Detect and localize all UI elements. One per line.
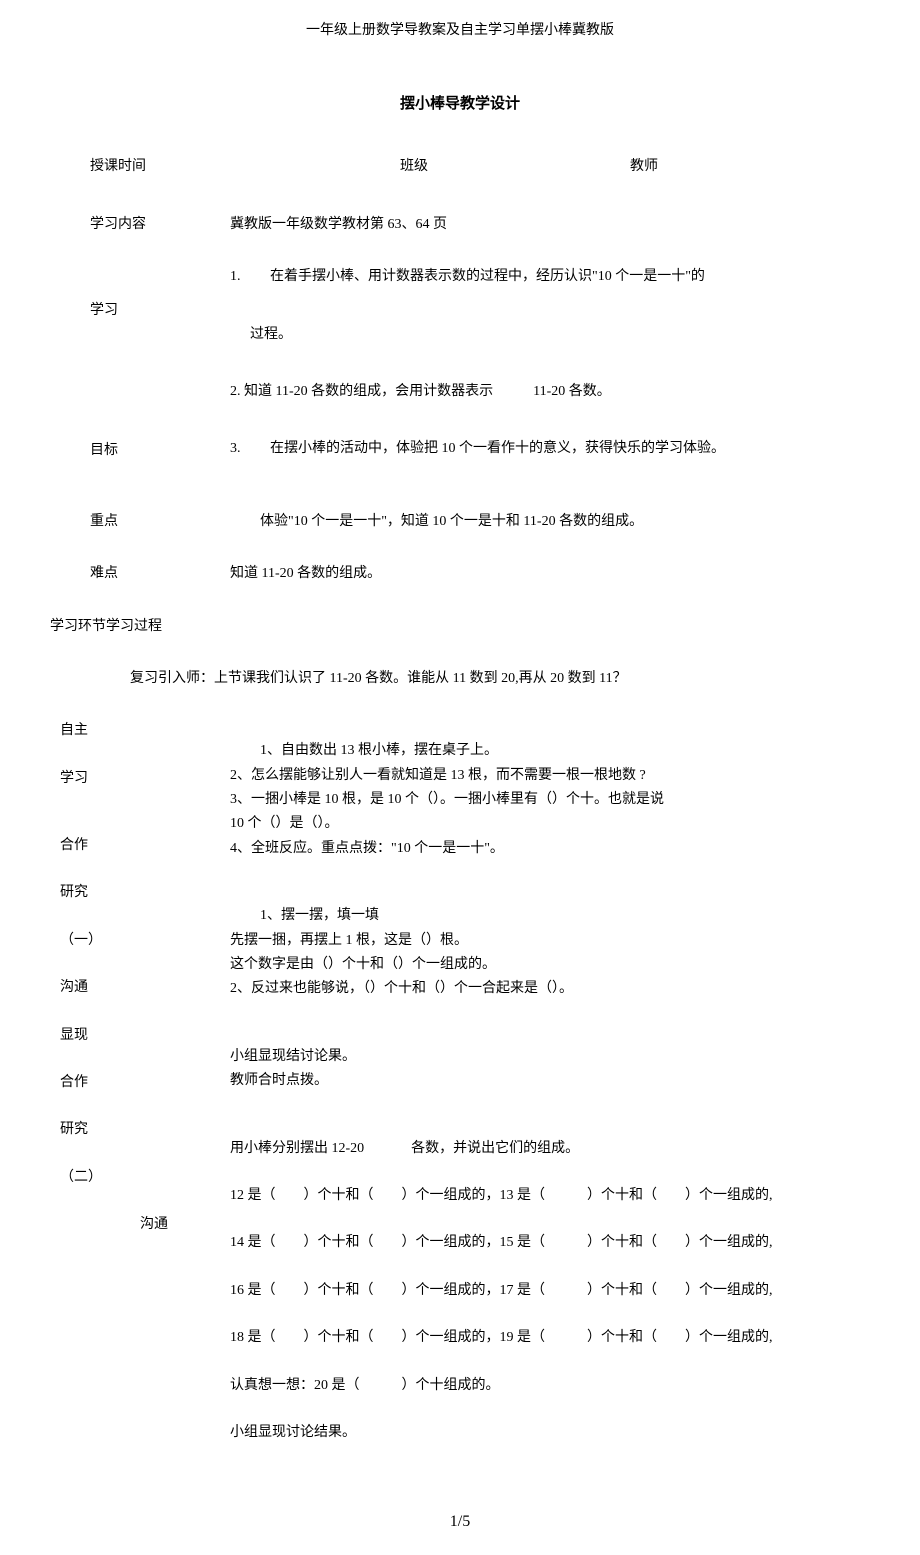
fill-14-15: 14 是（ ）个十和（ ）个一组成的，15 是（ ）个十和（ ）个一组成的, [230,1232,870,1254]
meta-row: 授课时间 班级 教师 [50,156,870,178]
goal-1-text: 在着手摆小棒、用计数器表示数的过程中，经历认识"10 个一是一十"的 [270,266,870,288]
keypoint-row: 重点 体验"10 个一是一十"，知道 10 个一是十和 11-20 各数的组成。 [50,511,870,533]
fill-20: 认真想一想：20 是（ ）个十组成的。 [230,1375,870,1397]
label-xuexi: 学习 [60,768,230,790]
difficulty-label: 难点 [90,563,230,585]
act2-line4: 2、反过来也能够说，（）个十和（）个一合起来是（）。 [230,978,870,1000]
fill-18-19: 18 是（ ）个十和（ ）个一组成的，19 是（ ）个十和（ ）个一组成的, [230,1327,870,1349]
fill-16-17: 16 是（ ）个十和（ ）个一组成的，17 是（ ）个十和（ ）个一组成的, [230,1280,870,1302]
time-label: 授课时间 [90,156,190,178]
content-text: 冀教版一年级数学教材第 63、64 页 [230,214,870,236]
label-two: （二） [60,1167,230,1189]
act1-line1: 1、自由数出 13 根小棒，摆在桌子上。 [230,740,870,762]
difficulty-text: 知道 11-20 各数的组成。 [230,563,870,585]
act3-intro: 用小棒分别摆出 12-20 各数，并说出它们的组成。 [230,1138,870,1160]
act2-line3: 这个数字是由（）个十和（）个一组成的。 [230,954,870,976]
activity-2: 1、摆一摆，填一填 先摆一捆，再摆上 1 根，这是（）根。 这个数字是由（）个十… [230,905,870,1001]
label-one: （一） [60,930,230,952]
act3-intro-text: 用小棒分别摆出 12-20 [230,1141,364,1156]
goal-label-col: 学习 目标 [90,266,230,496]
goal-3-num: 3. [230,438,270,460]
section-header: 学习环节学习过程 [50,616,870,638]
goal-1: 1. 在着手摆小棒、用计数器表示数的过程中，经历认识"10 个一是一十"的 [230,266,870,288]
act1-line2: 2、怎么摆能够让别人一看就知道是 13 根，而不需要一根一根地数 ? [230,765,870,787]
goal-label-2: 目标 [90,440,230,462]
keypoint-text: 体验"10 个一是一十"，知道 10 个一是十和 11-20 各数的组成。 [230,511,870,533]
document-title: 摆小棒导教学设计 [50,92,870,116]
show-line1: 小组显现结讨论果。 [230,1046,870,1068]
label-xianxian: 显现 [60,1025,230,1047]
goal-3: 3. 在摆小棒的活动中，体验把 10 个一看作十的意义，获得快乐的学习体验。 [230,438,870,460]
act3-intro-suffix: 各数，并说出它们的组成。 [411,1141,579,1156]
show-line2: 教师合时点拨。 [230,1070,870,1092]
act1-line3: 3、一捆小棒是 10 根，是 10 个（）。一捆小棒里有（）个十。也就是说 [230,789,870,811]
label-zizhu: 自主 [60,720,230,742]
content-row: 学习内容 冀教版一年级数学教材第 63、64 页 [50,214,870,236]
teacher-label: 教师 [630,156,658,178]
act2-line2: 先摆一捆，再摆上 1 根，这是（）根。 [230,930,870,952]
activity-1: 1、自由数出 13 根小棒，摆在桌子上。 2、怎么摆能够让别人一看就知道是 13… [230,740,870,860]
fill-summary: 小组显现讨论结果。 [230,1422,870,1444]
act1-line4: 4、全班反应。重点点拨："10 个一是一十"。 [230,838,870,860]
label-hezuo2: 合作 [60,1072,230,1094]
content-label: 学习内容 [90,214,230,236]
main-section: 自主 学习 合作 研究 （一） 沟通 显现 合作 研究 （二） 沟通 1、自由数… [50,720,870,1469]
act2-line1: 1、摆一摆，填一填 [230,905,870,927]
document-header: 一年级上册数学导教案及自主学习单摆小棒冀教版 [50,20,870,42]
show-block: 小组显现结讨论果。 教师合时点拨。 [230,1046,870,1093]
class-label: 班级 [400,156,500,178]
act1-line3b: 10 个（）是（）。 [230,813,870,835]
label-goutong: 沟通 [60,977,230,999]
label-yanjiu2: 研究 [60,1119,230,1141]
goal-1-num: 1. [230,266,270,288]
difficulty-row: 难点 知道 11-20 各数的组成。 [50,563,870,585]
goal-label-1: 学习 [90,300,230,322]
goal-section: 学习 目标 1. 在着手摆小棒、用计数器表示数的过程中，经历认识"10 个一是一… [50,266,870,496]
goal-2-suffix: 11-20 各数。 [533,381,611,403]
main-content: 1、自由数出 13 根小棒，摆在桌子上。 2、怎么摆能够让别人一看就知道是 13… [230,720,870,1469]
label-goutong2: 沟通 [60,1214,230,1236]
page-number: 1/5 [50,1509,870,1535]
intro-text: 复习引入师：上节课我们认识了 11-20 各数。谁能从 11 数到 20,再从 … [50,668,870,690]
left-labels-col: 自主 学习 合作 研究 （一） 沟通 显现 合作 研究 （二） 沟通 [50,720,230,1469]
goal-3-text: 在摆小棒的活动中，体验把 10 个一看作十的意义，获得快乐的学习体验。 [270,438,870,460]
fill-12-13: 12 是（ ）个十和（ ）个一组成的，13 是（ ）个十和（ ）个一组成的, [230,1185,870,1207]
label-hezuo: 合作 [60,835,230,857]
label-yanjiu: 研究 [60,882,230,904]
goal-2: 2. 知道 11-20 各数的组成，会用计数器表示 11-20 各数。 [230,381,870,403]
goal-1-sub: 过程。 [250,324,870,346]
goal-content: 1. 在着手摆小棒、用计数器表示数的过程中，经历认识"10 个一是一十"的 过程… [230,266,870,496]
keypoint-label: 重点 [90,511,230,533]
goal-2-text: 2. 知道 11-20 各数的组成，会用计数器表示 [230,381,493,403]
